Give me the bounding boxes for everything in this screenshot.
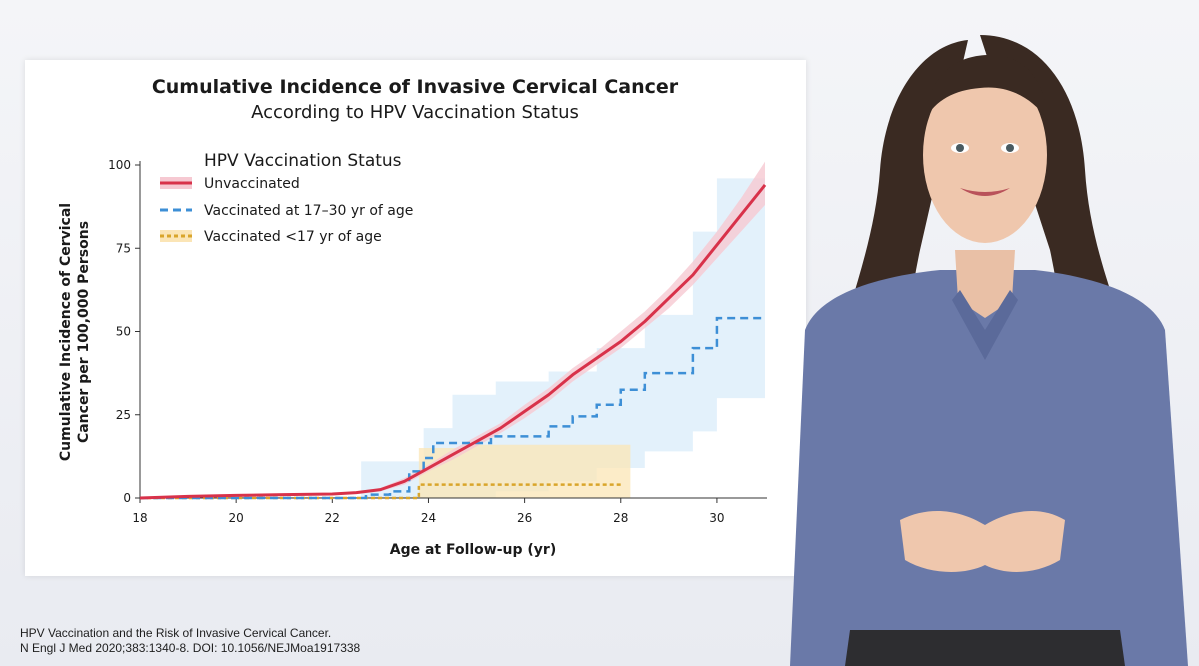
legend-entry-unvaccinated: Unvaccinated — [160, 176, 300, 192]
chart-subtitle: According to HPV Vaccination Status — [251, 102, 579, 123]
ci-band-unvaccinated — [140, 161, 765, 499]
hair-top — [925, 55, 1048, 120]
y-tick-label: 0 — [123, 491, 131, 505]
y-axis-label-line-2: Cancer per 100,000 Persons — [76, 221, 92, 443]
axes: 18 20 22 24 26 28 30 0 25 50 75 100 — [108, 158, 767, 525]
legend-label-vaccinated-under-17: Vaccinated <17 yr of age — [204, 229, 382, 245]
legend-label-unvaccinated: Unvaccinated — [204, 176, 300, 192]
trousers — [845, 630, 1125, 666]
x-tick-label: 22 — [325, 511, 340, 525]
x-tick-label: 20 — [229, 511, 244, 525]
series-line-vaccinated-17-30 — [140, 316, 765, 500]
chart-svg: Cumulative Incidence of Invasive Cervica… — [58, 76, 767, 558]
face — [923, 67, 1047, 243]
y-tick-label: 25 — [116, 408, 131, 422]
iris-left — [956, 144, 964, 152]
citation: HPV Vaccination and the Risk of Invasive… — [20, 626, 360, 656]
x-tick-label: 30 — [709, 511, 724, 525]
x-tick-label: 18 — [132, 511, 147, 525]
series-line-unvaccinated — [139, 184, 767, 500]
presenter-figure — [790, 35, 1188, 666]
citation-title: HPV Vaccination and the Risk of Invasive… — [20, 626, 332, 640]
series-lines — [139, 184, 767, 500]
y-axis-label-line-1: Cumulative Incidence of Cervical — [58, 203, 74, 461]
collar — [952, 290, 1018, 360]
legend-label-vaccinated-17-30: Vaccinated at 17–30 yr of age — [204, 203, 413, 219]
chart-title: Cumulative Incidence of Invasive Cervica… — [152, 76, 679, 98]
x-axis-label: Age at Follow-up (yr) — [390, 542, 557, 558]
x-tick-label: 24 — [421, 511, 436, 525]
y-tick-label: 75 — [116, 241, 131, 255]
shirt — [790, 270, 1188, 666]
legend-entry-vaccinated-under-17: Vaccinated <17 yr of age — [160, 229, 382, 245]
legend-entry-vaccinated-17-30: Vaccinated at 17–30 yr of age — [160, 203, 413, 219]
legend-title: HPV Vaccination Status — [204, 151, 402, 171]
hands — [900, 510, 1065, 572]
x-tick-label: 26 — [517, 511, 532, 525]
neck — [955, 250, 1015, 318]
chart-card: Cumulative Incidence of Invasive Cervica… — [25, 60, 806, 576]
mouth — [960, 188, 1010, 196]
ci-band-vaccinated-17-30 — [140, 178, 765, 498]
iris-right — [1006, 144, 1014, 152]
y-tick-label: 100 — [108, 158, 131, 172]
citation-reference: N Engl J Med 2020;383:1340-8. DOI: 10.10… — [20, 641, 361, 655]
y-tick-label: 50 — [116, 325, 131, 339]
x-tick-label: 28 — [613, 511, 628, 525]
series-line-vaccinated-under-17 — [140, 483, 621, 500]
